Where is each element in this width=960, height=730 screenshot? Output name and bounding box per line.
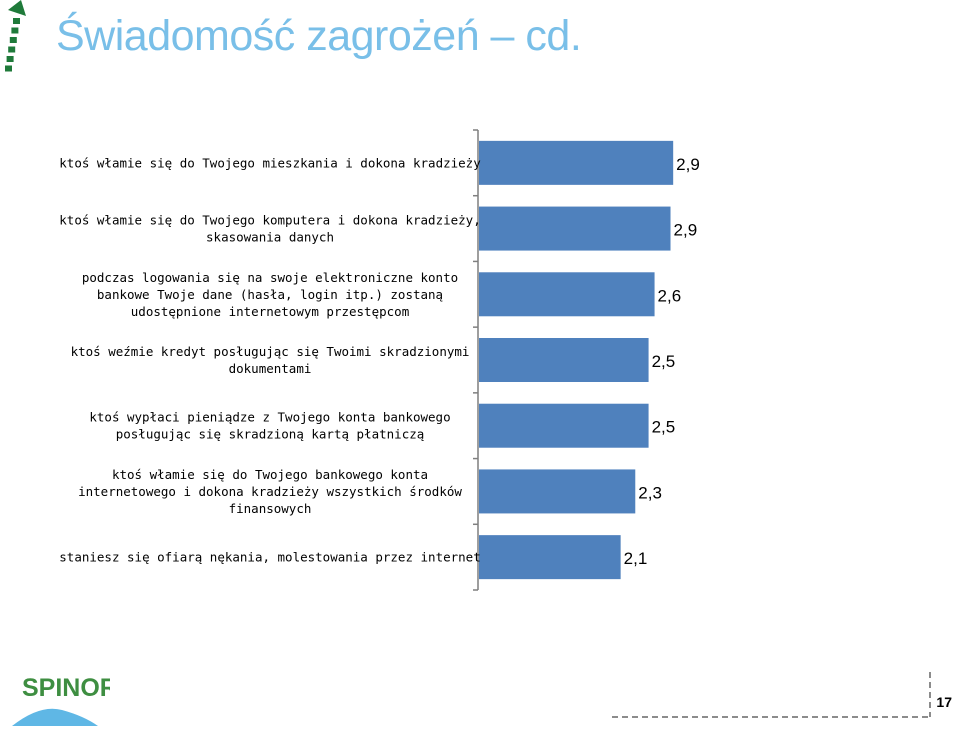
category-label: skasowania danych <box>206 230 334 245</box>
spinor-logo: SPINOR <box>12 674 110 726</box>
category-label: ktoś weźmie kredyt posługując się Twoimi… <box>71 344 470 359</box>
category-label: podczas logowania się na swoje elektroni… <box>82 270 458 285</box>
bar-value-label: 2,9 <box>676 155 700 174</box>
page-title: Świadomość zagrożeń – cd. <box>56 12 582 60</box>
logo-text: SPINOR <box>22 674 110 702</box>
arrow-dash <box>8 46 16 53</box>
category-label: ktoś włamie się do Twojego komputera i d… <box>59 213 480 228</box>
bar <box>479 272 655 317</box>
arrow-dash <box>11 27 19 34</box>
bar <box>479 403 649 448</box>
bar-value-label: 2,5 <box>652 352 676 371</box>
arrow-dash <box>9 37 17 43</box>
arrow-dash <box>6 56 14 62</box>
category-label: bankowe Twoje dane (hasła, login itp.) z… <box>97 287 443 302</box>
arrow-dash <box>13 18 20 24</box>
slide-number: 17 <box>936 694 952 710</box>
category-label: internetowego i dokona kradzieży wszystk… <box>78 484 462 499</box>
bar-value-label: 2,3 <box>638 483 662 502</box>
dashed-up-arrow-icon <box>5 0 26 72</box>
category-label: posługując się skradzioną kartą płatnicz… <box>116 427 425 442</box>
category-label: ktoś włamie się do Twojego mieszkania i … <box>59 155 481 170</box>
category-label: staniesz się ofiarą nękania, molestowani… <box>59 550 480 565</box>
bar-value-label: 2,5 <box>652 418 676 437</box>
bar <box>479 338 649 382</box>
bar <box>479 140 674 185</box>
logo-swoosh <box>12 708 98 726</box>
category-label: dokumentami <box>229 361 312 376</box>
bar <box>479 469 636 514</box>
bar-value-label: 2,1 <box>624 549 648 568</box>
category-label: finansowych <box>229 501 312 516</box>
bar-chart: 2,9 ktoś włamie się do Twojego mieszkania… <box>59 129 700 591</box>
category-label: ktoś włamie się do Twojego bankowego kon… <box>112 467 428 482</box>
bar-value-label: 2,9 <box>674 221 698 240</box>
category-label: ktoś wypłaci pieniądze z Twojego konta b… <box>89 410 450 425</box>
arrow-dash <box>5 65 12 72</box>
category-label: udostępnione internetowym przestępcom <box>131 304 409 319</box>
bar-value-label: 2,6 <box>658 286 682 305</box>
bar <box>479 535 621 580</box>
bar <box>479 206 671 251</box>
